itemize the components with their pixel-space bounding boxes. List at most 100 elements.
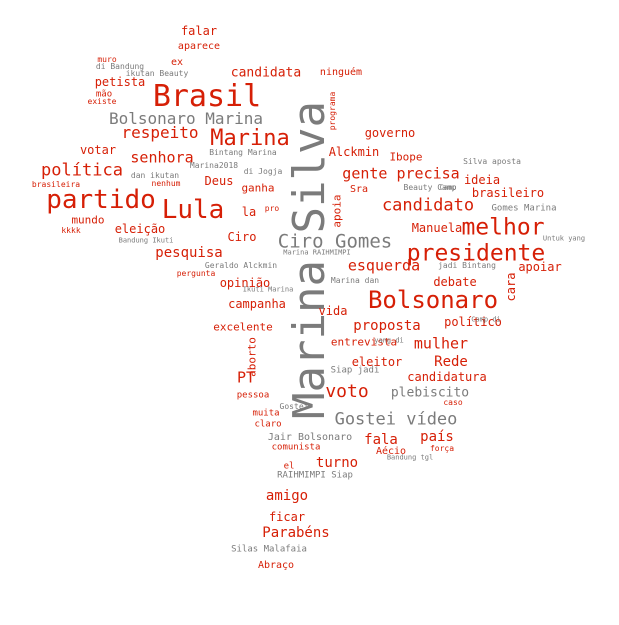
word: di Jogja	[243, 167, 283, 176]
word: Gostei vídeo	[334, 409, 458, 430]
word: Silas Malafaia	[231, 544, 307, 555]
word: ikutan Beauty	[125, 69, 189, 78]
word: muita	[252, 408, 280, 419]
word: amigo	[265, 488, 309, 504]
word: eleição	[114, 222, 166, 236]
word: pessoa	[236, 390, 270, 401]
word: candidata	[230, 65, 302, 81]
word: debate	[433, 275, 477, 289]
word: país	[420, 429, 454, 445]
word: Marina RAIHMIMPI	[283, 248, 351, 257]
word: Ciro Gomes	[277, 230, 393, 253]
word: Bintang Marina	[209, 148, 277, 157]
word: mundo	[71, 213, 105, 227]
word: la	[241, 205, 257, 219]
word: ninguém	[319, 67, 363, 78]
word: Deus	[204, 174, 234, 188]
word: Marina dan	[330, 276, 380, 285]
word: pro	[264, 204, 280, 213]
word: Camp di	[471, 315, 501, 324]
word: Parabéns	[262, 525, 330, 541]
word: apoiar	[518, 260, 562, 274]
word: política	[41, 160, 123, 181]
word: mulher	[413, 334, 469, 353]
word: el	[283, 461, 295, 472]
word: Marina Silva	[284, 101, 335, 419]
word: Lula	[161, 195, 225, 225]
word: existe	[87, 97, 117, 106]
word: esquerda	[347, 256, 421, 275]
word: comunista	[271, 442, 321, 453]
word: claro	[254, 419, 282, 430]
word: vida	[318, 304, 348, 318]
word: ganha	[241, 181, 275, 195]
word: aborto	[245, 337, 259, 377]
word: Ibope	[389, 150, 423, 164]
word: ideia	[463, 173, 501, 187]
word: Marina2018	[189, 161, 239, 170]
word: cara	[504, 272, 518, 302]
word: Brasil	[152, 79, 262, 114]
word: votar	[79, 143, 117, 157]
word: petista	[94, 75, 146, 89]
word: Bandung tgl	[386, 453, 434, 462]
word: presidente	[406, 240, 546, 267]
word: partido	[46, 185, 156, 215]
word: Rede	[434, 354, 468, 370]
word: kkkk	[61, 226, 81, 235]
word: Ciro	[227, 230, 257, 244]
word: RAIHMIMPI Siap	[277, 470, 353, 481]
word: Silva aposta	[463, 157, 521, 166]
word: Abraço	[257, 560, 295, 571]
word: mão	[95, 89, 113, 100]
word: Bolsonaro Marina	[108, 109, 264, 128]
word: ex	[170, 57, 184, 68]
word: programa	[328, 91, 337, 131]
word: candidato	[381, 195, 475, 216]
word: gente precisa	[342, 164, 460, 183]
word: Bolsonaro	[367, 286, 499, 314]
word: Siap jadi	[330, 365, 380, 376]
word: entrevista	[330, 335, 398, 349]
word: Aécio	[375, 446, 407, 457]
word: respeito	[121, 123, 199, 142]
word: candidatura	[407, 370, 487, 384]
word: força	[429, 444, 455, 453]
word: muro	[97, 55, 117, 64]
word: falar	[180, 24, 218, 38]
word: Manuela	[411, 221, 463, 235]
word: nenhum	[151, 179, 181, 188]
word: pergunta	[176, 269, 216, 278]
word: turno	[315, 455, 359, 471]
word: dan ikutan	[130, 171, 180, 180]
word: brasileiro	[471, 186, 545, 200]
word: pesquisa	[155, 245, 223, 261]
word: excelente	[213, 320, 273, 334]
word: yang di	[374, 336, 404, 345]
word: eleitor	[351, 355, 403, 369]
word: voto	[325, 381, 369, 402]
word: caso	[443, 398, 463, 407]
word: apoia	[330, 194, 344, 228]
word: Alckmin	[328, 145, 380, 159]
word: di Bandung	[95, 62, 145, 71]
word: jadi Bintang	[438, 261, 496, 270]
word: ficar	[268, 510, 306, 524]
word: Geraldo Alckmin	[204, 261, 278, 270]
word: Bandung Ikuti	[118, 236, 174, 245]
word: governo	[364, 126, 416, 140]
word: Gostei	[279, 402, 309, 411]
word: proposta	[353, 318, 421, 334]
word: brasileira	[31, 180, 81, 189]
word: Marina	[210, 126, 290, 151]
word: plebiscito	[390, 385, 470, 401]
word: Ikuti Marina	[242, 285, 294, 294]
word: opinião	[219, 276, 271, 290]
word: político	[444, 315, 502, 329]
word: Untuk yang	[542, 234, 586, 243]
word: campanha	[228, 297, 286, 311]
word: Sra	[349, 184, 369, 195]
word: PT	[236, 368, 256, 387]
word: Jair Bolsonaro	[267, 432, 353, 443]
